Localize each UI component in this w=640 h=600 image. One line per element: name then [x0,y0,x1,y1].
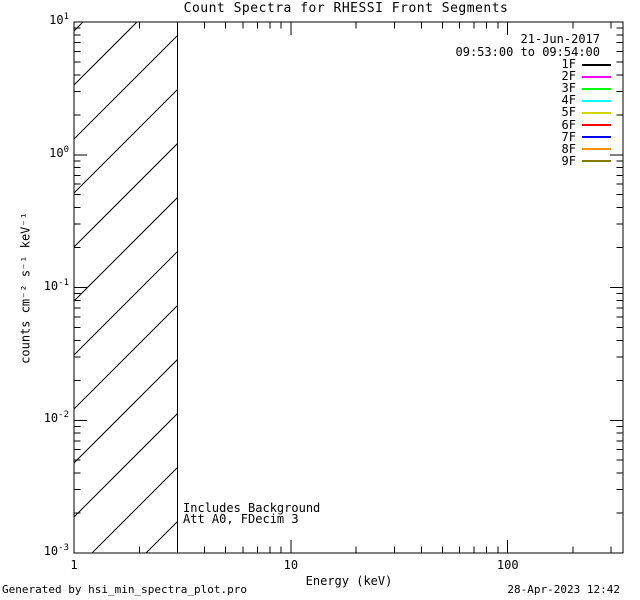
legend-label: 5F [561,105,576,120]
y-axis-label: counts cm⁻² s⁻¹ keV⁻¹ [18,212,33,364]
legend-color-line [582,99,611,102]
x-tick-label: 1 [70,558,78,572]
y-tick-base: 10 [43,544,59,558]
x-tick-label: 10 [283,558,299,572]
plot-frame [73,21,624,554]
hatch-line [74,89,178,194]
legend-entry-9F: 9F [561,153,611,168]
y-tick-label: 101 [49,12,69,28]
legend-label: 9F [561,153,576,168]
legend-color-line [582,111,611,114]
hatched-region [74,22,178,553]
legend-entry-2F: 2F [562,70,611,83]
footer-timestamp: 28-Apr-2023 12:42 [507,583,620,596]
legend-color-line [582,136,611,139]
legend-entry-4F: 4F [562,94,611,107]
legend-label: 7F [561,129,576,144]
legend-entry-7F: 7F [561,129,611,144]
legend-color-line [582,87,611,90]
legend-entry-6F: 6F [561,117,611,132]
legend-color-line [582,160,611,163]
legend-entry-5F: 5F [562,106,611,119]
hatch-line [74,197,178,302]
hatch-line [74,35,178,140]
y-tick-exponent: 0 [63,144,69,155]
hatch-line [145,521,178,553]
y-tick-base: 10 [49,13,64,27]
hatch-line [74,305,178,410]
y-tick-exponent: -3 [58,543,69,553]
legend-entry-3F: 3F [562,82,611,95]
legend-color-line [582,124,611,126]
hatch-line [74,143,178,248]
annotation-includes-background: Includes Background [183,501,321,515]
y-tick-exponent: -2 [58,410,69,421]
legend-label: 2F [561,69,576,84]
legend-color-line [582,75,611,78]
y-tick-base: 10 [43,278,59,293]
annotation-attenuator-state: Att A0, FDecim 3 [183,512,299,526]
chart-title: Count Spectra for RHESSI Front Segments [183,1,509,16]
hatch-line [91,467,178,553]
observation-time-range: 09:53:00 to 09:54:00 [455,45,601,59]
x-axis-label: Energy (keV) [305,574,393,588]
x-tick-label: 100 [496,558,519,572]
y-tick-label: 10-3 [43,543,69,559]
legend-entry-1F: 1F [562,58,611,71]
hatch-line [74,22,84,32]
y-tick-exponent: 1 [63,12,69,22]
y-tick-label: 10-2 [43,410,69,426]
hatch-line [74,251,178,356]
footer-generator: Generated by hsi_min_spectra_plot.pro [2,583,248,596]
y-tick-label: 10-1 [43,277,69,293]
legend-label: 3F [561,81,576,96]
y-tick-base: 10 [49,145,64,160]
legend-label: 8F [561,141,576,156]
hatch-line [74,413,178,518]
legend-color-line [582,63,611,66]
y-tick-base: 10 [43,411,59,426]
observation-date: 21-Jun-2017 [520,32,600,46]
y-tick-label: 100 [49,144,69,160]
legend-label: 1F [561,57,576,71]
hatch-line [74,359,178,464]
y-tick-exponent: -1 [58,277,69,288]
legend-label: 6F [561,117,576,132]
legend-entry-8F: 8F [561,141,611,156]
hatch-line [74,22,138,86]
legend-color-line [582,148,611,151]
legend-label: 4F [561,93,576,108]
